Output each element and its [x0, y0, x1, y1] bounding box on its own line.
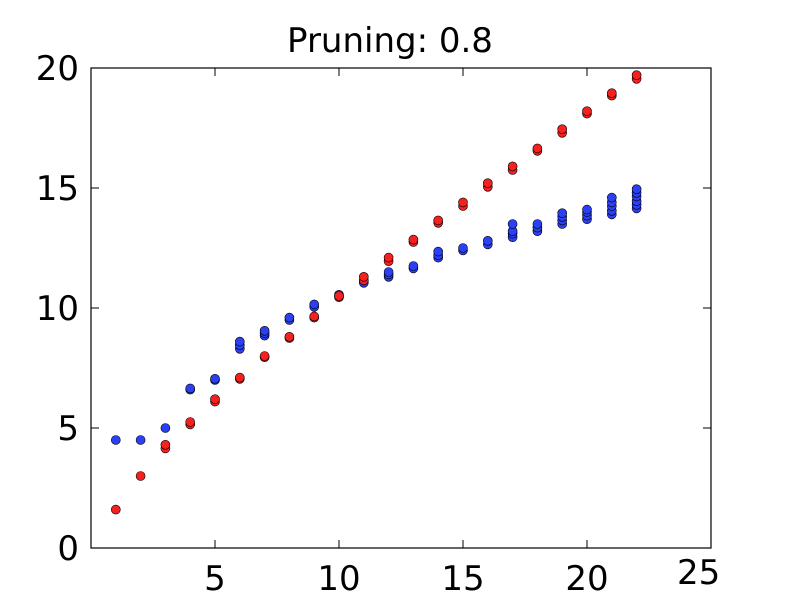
blue-data-point: [582, 204, 592, 215]
red-data-point: [259, 351, 270, 361]
red-data-point: [111, 504, 121, 515]
red-data-point: [358, 271, 369, 282]
red-data-point: [334, 291, 344, 301]
x-tick-label: 10: [317, 559, 360, 599]
red-data-point: [185, 417, 195, 427]
red-data-point: [532, 143, 543, 154]
blue-data-point: [383, 267, 394, 277]
x-axis-tick-labels: 5 10 15 20 25: [204, 553, 720, 599]
blue-data-point: [309, 299, 320, 310]
plot-area-frame: [90, 67, 712, 549]
red-data-point: [557, 124, 568, 134]
y-tick-label: 10: [36, 289, 79, 329]
red-data-point: [631, 70, 642, 80]
chart-title: Pruning: 0.8: [287, 21, 493, 61]
blue-data-point: [185, 383, 195, 394]
y-tick-label: 0: [57, 529, 79, 569]
red-data-point: [160, 439, 171, 450]
blue-data-point: [259, 325, 270, 336]
blue-data-point: [408, 261, 419, 271]
blue-data-point: [210, 373, 220, 384]
y-tick-label: 5: [57, 409, 79, 449]
x-tick-label: 5: [204, 559, 226, 599]
red-data-point: [582, 106, 592, 116]
red-data-point: [383, 252, 394, 263]
data-points: [111, 70, 642, 515]
red-data-point: [309, 311, 320, 322]
blue-data-point: [482, 236, 493, 246]
blue-data-point: [557, 208, 568, 218]
axis-ticks: [91, 67, 712, 549]
y-axis-tick-labels: 0 5 10 15 20: [36, 49, 79, 569]
blue-data-point: [160, 423, 171, 433]
red-data-point: [210, 394, 220, 405]
blue-data-point: [458, 243, 468, 253]
y-tick-label: 15: [36, 169, 79, 209]
blue-data-point: [284, 312, 295, 323]
blue-data-point: [235, 336, 245, 347]
red-data-point: [433, 215, 444, 226]
blue-data-point: [507, 219, 518, 229]
x-tick-label: 20: [565, 559, 608, 599]
red-data-point: [507, 161, 518, 172]
blue-data-point: [111, 435, 121, 445]
red-data-point: [482, 178, 493, 188]
red-data-point: [284, 331, 295, 342]
x-tick-label: 15: [441, 559, 484, 599]
blue-data-point: [532, 219, 543, 229]
red-data-point: [135, 471, 146, 481]
blue-data-point: [433, 246, 444, 257]
blue-data-point: [606, 192, 617, 203]
red-data-point: [458, 197, 468, 208]
blue-data-point: [135, 435, 146, 445]
x-tick-label: 25: [677, 553, 720, 593]
blue-data-point: [631, 184, 642, 194]
red-data-point: [606, 88, 617, 98]
red-data-point: [235, 372, 245, 383]
red-data-point: [408, 234, 419, 245]
y-tick-label: 20: [36, 49, 79, 89]
